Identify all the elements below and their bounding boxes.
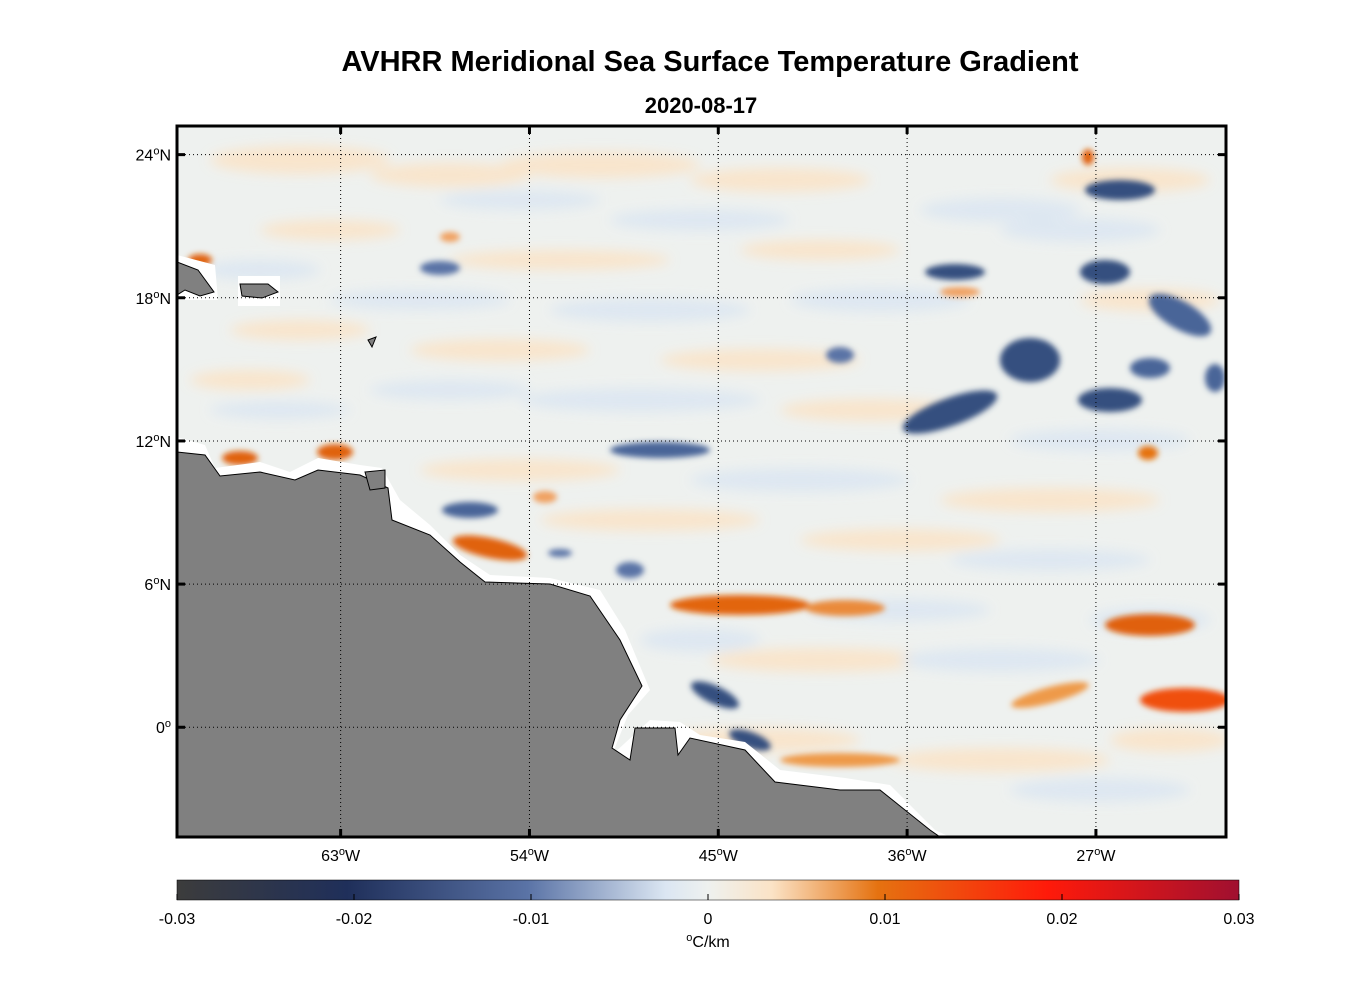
- axis-ticks: 63oW 54oW 45oW 36oW 27oW 24oN 18oN 12oN 6oN 0o: [136, 126, 1226, 865]
- colorbar-tick-label-0: -0.03: [159, 911, 196, 928]
- land-masses: [177, 255, 950, 837]
- negative-gradient-features: [420, 180, 1225, 751]
- map-subtitle: 2020-08-17: [644, 93, 758, 118]
- sst-field: [177, 126, 1226, 837]
- colorbar-tick-label-5: 0.02: [1046, 911, 1077, 928]
- lon-tick-label-4: 27oW: [1076, 846, 1116, 865]
- map-title: AVHRR Meridional Sea Surface Temperature…: [341, 46, 1079, 78]
- colorbar-tick-label-6: 0.03: [1223, 911, 1254, 928]
- graticule: [177, 126, 1226, 837]
- island-small: [367, 336, 377, 349]
- colorbar-tick-label-2: -0.01: [513, 911, 550, 928]
- south-america-land: [177, 451, 941, 837]
- lat-tick-label-1: 18oN: [136, 289, 171, 308]
- lat-tick-label-0: 24oN: [136, 146, 171, 165]
- island-trinidad: [364, 469, 386, 491]
- lon-tick-label-2: 45oW: [699, 846, 739, 865]
- island-puerto-rico: [239, 283, 279, 299]
- lat-tick-label-3: 6oN: [144, 575, 171, 594]
- colorbar-tick-label-1: -0.02: [336, 911, 373, 928]
- lon-tick-label-1: 54oW: [510, 846, 550, 865]
- lat-tick-label-2: 12oN: [136, 432, 171, 451]
- island-hispaniola: [177, 261, 215, 297]
- positive-gradient-features: [188, 149, 1226, 767]
- lon-tick-label-3: 36oW: [888, 846, 928, 865]
- colorbar-tick-label-3: 0: [704, 911, 713, 928]
- colorbar-ticks: -0.03 -0.02 -0.01 0 0.01 0.02 0.03: [159, 894, 1255, 928]
- lon-tick-label-0: 63oW: [321, 846, 361, 865]
- map-frame: [175, 124, 1228, 839]
- lat-tick-label-4: 0o: [156, 718, 171, 737]
- colorbar-tick-label-4: 0.01: [869, 911, 900, 928]
- colorbar-units: oC/km: [686, 932, 729, 951]
